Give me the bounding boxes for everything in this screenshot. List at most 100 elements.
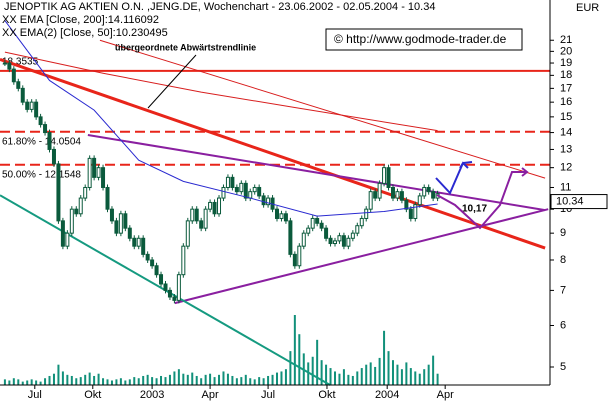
candle	[150, 259, 155, 267]
volume-bar	[226, 373, 229, 385]
candle	[29, 101, 34, 110]
volume-bar	[271, 374, 274, 385]
volume-bar	[8, 380, 11, 385]
candle	[11, 68, 16, 83]
volume-bar	[342, 369, 345, 385]
volume-bar	[276, 372, 279, 385]
candle	[275, 208, 280, 219]
candle	[301, 232, 306, 247]
volume-bar	[124, 380, 127, 385]
candle	[7, 62, 12, 70]
candle	[101, 167, 106, 188]
volume-bar	[298, 334, 301, 385]
candle	[283, 213, 288, 222]
volume-bar	[93, 375, 96, 385]
candle	[159, 274, 164, 285]
candle	[279, 213, 284, 219]
candle	[230, 176, 235, 188]
y-tick-label: 15	[560, 111, 572, 123]
y-tick-label: 18	[560, 69, 572, 81]
trendline	[174, 208, 549, 305]
volume-bar	[164, 377, 167, 385]
volume-bar	[177, 369, 180, 385]
chart-title: JENOPTIK AG AKTIEN O.N. ,JENG.DE, Wochen…	[4, 1, 435, 13]
indicator-line	[4, 51, 438, 132]
volume-bar	[128, 379, 131, 385]
volume-bar	[387, 351, 390, 385]
candle	[217, 197, 222, 215]
price-label: 10.34	[556, 195, 584, 207]
candle	[141, 237, 146, 255]
candle	[2, 62, 7, 65]
volume-bar	[79, 377, 82, 385]
candle	[20, 87, 25, 103]
level-label: 18.3535	[2, 57, 39, 68]
x-tick-label: Apr	[202, 389, 219, 401]
candle	[332, 240, 337, 245]
trendline	[87, 134, 546, 212]
volume-bar	[61, 371, 64, 385]
candle	[127, 227, 132, 239]
volume-bar	[320, 360, 323, 385]
volume-bar	[52, 373, 55, 385]
x-tick-label: 2004	[375, 389, 399, 401]
volume-bar	[333, 371, 336, 385]
y-tick-label: 21	[560, 34, 572, 46]
candle	[163, 283, 168, 291]
candle	[172, 296, 177, 301]
candle	[65, 232, 70, 247]
candle	[324, 227, 329, 239]
candle	[78, 197, 83, 215]
candle	[16, 81, 21, 89]
candle	[328, 237, 333, 245]
volume-bar	[3, 379, 6, 385]
volume-bar	[204, 374, 207, 385]
y-tick-label: 13	[560, 143, 572, 155]
candle	[194, 208, 199, 222]
candle	[310, 217, 315, 229]
volume-bar	[142, 375, 145, 385]
x-tick-label: Jul	[261, 389, 275, 401]
candle	[199, 220, 204, 229]
source-box	[325, 28, 523, 51]
candle	[386, 167, 391, 188]
volume-bar	[244, 374, 247, 385]
currency: EUR	[576, 2, 599, 14]
candle	[69, 208, 74, 234]
candle	[51, 148, 56, 165]
volume-bar	[173, 371, 176, 385]
candle	[359, 217, 364, 227]
volume-bar	[405, 362, 408, 385]
volume-bar	[106, 379, 109, 385]
volume-bar	[48, 375, 51, 385]
volume-bar	[258, 377, 261, 385]
volume-bar	[186, 374, 189, 385]
candle	[181, 245, 186, 276]
volume-bar	[267, 375, 270, 385]
candle	[74, 208, 79, 215]
volume-bar	[427, 364, 430, 385]
indicator-line	[4, 20, 438, 217]
candle	[377, 182, 382, 199]
candle	[390, 186, 395, 199]
volume-bar	[155, 378, 158, 385]
volume-bar	[209, 373, 212, 385]
volume-bar	[409, 368, 412, 385]
candle	[292, 253, 297, 267]
candle	[114, 220, 119, 234]
candle	[83, 186, 88, 199]
volume-bar	[39, 381, 42, 385]
volume-bar	[182, 373, 185, 385]
volume-bar	[329, 368, 332, 385]
volume-bar	[356, 371, 359, 385]
candle	[346, 237, 351, 247]
volume-bar	[84, 374, 87, 385]
volume-bar	[30, 379, 33, 385]
volume-bar	[12, 378, 15, 385]
volume-bar	[289, 351, 292, 385]
candle	[87, 157, 92, 188]
candle	[413, 204, 418, 219]
volume-bar	[75, 378, 78, 385]
candle	[355, 225, 360, 234]
